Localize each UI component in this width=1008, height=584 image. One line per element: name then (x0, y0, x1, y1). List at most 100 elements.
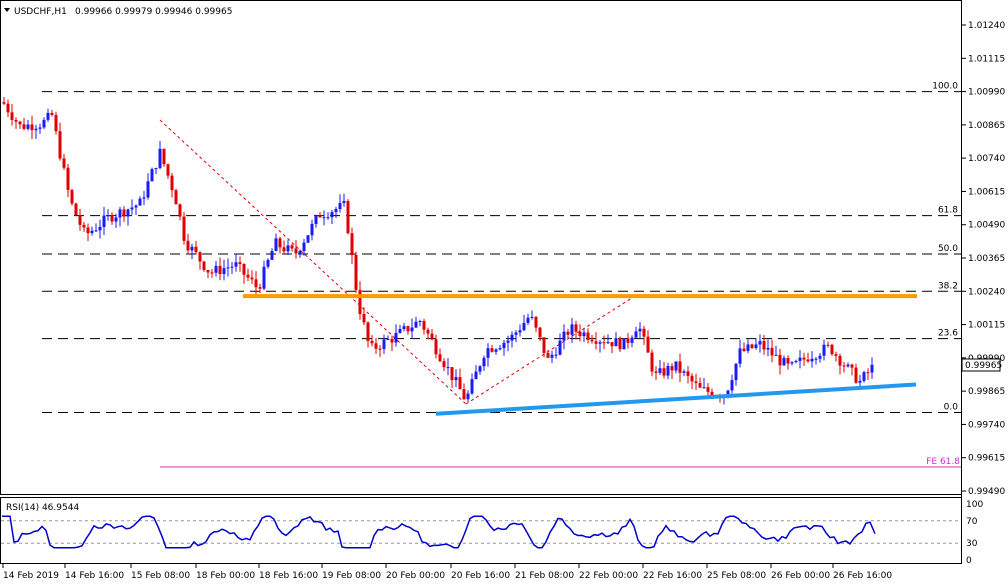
candle-body (414, 321, 418, 328)
candle-body (526, 317, 530, 323)
candle-body (82, 224, 86, 228)
candle-body (18, 121, 22, 125)
candle-body (710, 391, 714, 397)
candle-body (102, 215, 106, 227)
candle-body (394, 332, 398, 343)
candle-body (622, 338, 626, 350)
candle-body (834, 354, 838, 356)
candle-body (842, 365, 846, 367)
candle-body (54, 114, 58, 132)
candle-body (362, 314, 366, 323)
candle-body (646, 336, 650, 353)
candle-body (126, 209, 130, 217)
candle-body (550, 354, 554, 358)
candle-body (590, 339, 594, 342)
candle-body (562, 331, 566, 341)
fib-level-label: 61.8 (938, 206, 958, 216)
candle-body (194, 246, 198, 253)
candle-body (830, 344, 834, 355)
candle-body (230, 266, 234, 268)
rsi-level-label: 30 (966, 539, 978, 549)
candle-body (26, 124, 30, 129)
candle-body (818, 355, 822, 359)
price-tick-label: 1.00865 (968, 121, 1005, 131)
candle-body (10, 112, 14, 120)
candle-body (578, 331, 582, 337)
candle-body (702, 387, 706, 389)
time-tick-label: 20 Feb 16:00 (451, 571, 510, 581)
candle-body (118, 209, 122, 218)
candle-body (222, 268, 226, 275)
candle-body (538, 327, 542, 338)
candle-body (598, 342, 602, 344)
support-trend-line (435, 382, 917, 416)
time-tick-label: 22 Feb 16:00 (643, 571, 702, 581)
time-tick-label: 25 Feb 08:00 (707, 571, 766, 581)
candle-body (110, 215, 114, 222)
candle-body (466, 393, 470, 400)
price-tick-label: 0.99740 (968, 420, 1005, 430)
candle-body (150, 169, 154, 182)
fib-level-label: 38.2 (938, 281, 958, 291)
candle-body (122, 209, 126, 217)
candle-body (266, 259, 270, 267)
rsi-level-label: 0 (966, 556, 972, 566)
candle-body (838, 355, 842, 366)
rsi-label: RSI(14) 46.9544 (6, 503, 79, 513)
collapse-triangle-icon[interactable] (4, 8, 10, 12)
candle-body (778, 354, 782, 366)
candle-body (542, 337, 546, 354)
candle-body (402, 326, 406, 329)
candle-body (94, 230, 98, 232)
candle-body (330, 212, 334, 218)
candle-body (478, 366, 482, 372)
rsi-level-label: 100 (966, 500, 983, 510)
candle-body (246, 274, 250, 278)
time-tick-label: 20 Feb 00:00 (386, 571, 445, 581)
candle-body (630, 337, 634, 343)
candle-body (650, 352, 654, 372)
fib-trend-line-up (465, 293, 639, 405)
candle-body (178, 204, 182, 217)
candle-body (350, 233, 354, 256)
price-tick-label: 1.00365 (968, 254, 1005, 264)
candle-body (306, 235, 310, 243)
candle-body (358, 289, 362, 315)
candle-body (494, 349, 498, 352)
candle-body (658, 368, 662, 373)
candle-body (422, 321, 426, 330)
candle-body (50, 112, 54, 115)
candle-body (254, 279, 258, 288)
candle-body (514, 332, 518, 335)
candle-body (198, 252, 202, 262)
candle-body (666, 366, 670, 376)
price-tick-label: 0.99615 (968, 454, 1005, 464)
candle-body (378, 348, 382, 350)
candle-body (62, 158, 66, 168)
candle-body (342, 201, 346, 204)
price-tick-label: 0.99865 (968, 387, 1005, 397)
candle-body (258, 287, 262, 289)
candle-body (214, 265, 218, 273)
candle-body (762, 341, 766, 350)
candle-body (182, 216, 186, 241)
candle-body (502, 342, 506, 349)
candle-body (278, 238, 282, 248)
candle-body (418, 321, 422, 323)
candle-body (822, 344, 826, 356)
candle-body (634, 331, 638, 338)
candle-body (442, 361, 446, 368)
candle-body (406, 326, 410, 332)
candle-body (14, 119, 18, 122)
candle-body (862, 372, 866, 381)
candle-body (558, 340, 562, 355)
candle-body (730, 380, 734, 391)
candle-body (854, 367, 858, 383)
candle-body (262, 266, 266, 289)
candle-body (770, 347, 774, 356)
candle-body (34, 128, 38, 131)
candle-body (134, 205, 138, 208)
candle-body (802, 357, 806, 360)
candle-body (218, 265, 222, 275)
